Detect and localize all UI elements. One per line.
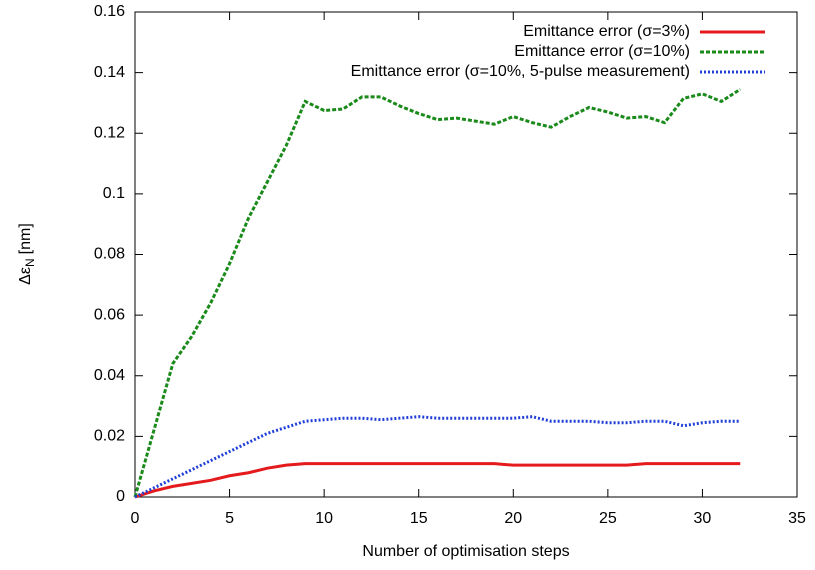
x-tick-label: 30 bbox=[694, 510, 712, 527]
y-tick-label: 0.04 bbox=[94, 367, 125, 384]
legend-label: Emittance error (σ=10%, 5-pulse measurem… bbox=[351, 63, 690, 80]
x-tick-label: 5 bbox=[225, 510, 234, 527]
y-tick-label: 0.12 bbox=[94, 124, 125, 141]
y-label-main: Δε bbox=[17, 267, 34, 285]
y-tick-label: 0.06 bbox=[94, 306, 125, 323]
x-axis-label: Number of optimisation steps bbox=[362, 543, 569, 560]
legend-label: Emittance error (σ=3%) bbox=[523, 23, 690, 40]
y-tick-label: 0 bbox=[116, 488, 125, 505]
y-label-unit: [nm] bbox=[17, 223, 34, 254]
x-tick-label: 10 bbox=[315, 510, 333, 527]
series-line bbox=[133, 88, 742, 498]
y-tick-label: 0.08 bbox=[94, 246, 125, 263]
y-tick-label: 0.16 bbox=[94, 3, 125, 20]
y-axis-label: ΔεN [nm] bbox=[17, 223, 37, 285]
y-tick-label: 0.1 bbox=[103, 185, 125, 202]
x-tick-label: 15 bbox=[410, 510, 428, 527]
y-tick-label: 0.02 bbox=[94, 428, 125, 445]
y-label-sub: N bbox=[23, 258, 37, 267]
y-tick-label: 0.14 bbox=[94, 64, 125, 81]
x-tick-label: 20 bbox=[504, 510, 522, 527]
series-line bbox=[134, 462, 741, 499]
legend-label: Emittance error (σ=10%) bbox=[514, 43, 690, 60]
x-tick-label: 35 bbox=[788, 510, 806, 527]
series-line bbox=[134, 415, 741, 499]
x-tick-label: 25 bbox=[599, 510, 617, 527]
x-tick-label: 0 bbox=[131, 510, 140, 527]
